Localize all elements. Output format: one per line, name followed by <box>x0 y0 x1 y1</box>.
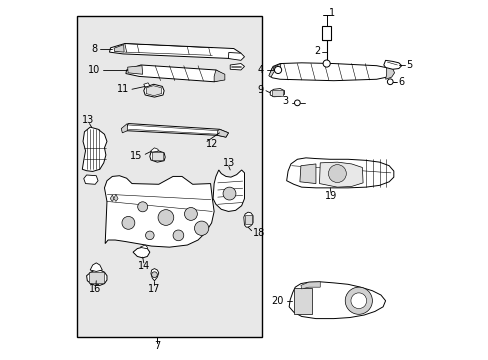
Polygon shape <box>133 247 149 258</box>
Polygon shape <box>269 63 393 81</box>
Bar <box>77 16 262 337</box>
Polygon shape <box>114 194 118 202</box>
Polygon shape <box>300 282 320 289</box>
Text: 15: 15 <box>130 151 142 161</box>
Bar <box>271 90 283 96</box>
Text: 11: 11 <box>116 84 128 94</box>
Circle shape <box>274 66 281 73</box>
Polygon shape <box>230 64 244 70</box>
Polygon shape <box>143 83 149 87</box>
Polygon shape <box>383 60 401 69</box>
Polygon shape <box>143 84 164 97</box>
Text: 2: 2 <box>313 46 320 56</box>
Text: 17: 17 <box>148 284 161 294</box>
Polygon shape <box>228 53 244 60</box>
Circle shape <box>386 79 392 85</box>
Bar <box>293 288 312 314</box>
Polygon shape <box>151 148 158 152</box>
Polygon shape <box>299 164 315 184</box>
Polygon shape <box>125 65 223 82</box>
Polygon shape <box>146 86 162 96</box>
Circle shape <box>158 210 173 225</box>
Text: 13: 13 <box>82 115 94 125</box>
Polygon shape <box>140 245 147 249</box>
Text: 14: 14 <box>137 261 150 271</box>
Polygon shape <box>286 158 393 188</box>
Bar <box>244 215 251 224</box>
Text: 10: 10 <box>88 65 100 75</box>
Text: 3: 3 <box>282 96 288 107</box>
Text: 6: 6 <box>398 77 404 87</box>
Polygon shape <box>121 123 127 133</box>
Text: 20: 20 <box>271 296 283 306</box>
Polygon shape <box>385 66 394 79</box>
Text: 18: 18 <box>253 228 265 238</box>
Circle shape <box>151 272 157 278</box>
Polygon shape <box>126 123 228 137</box>
Polygon shape <box>127 66 142 74</box>
Text: 9: 9 <box>256 85 263 95</box>
Circle shape <box>294 100 300 106</box>
Polygon shape <box>82 127 107 171</box>
Circle shape <box>328 165 346 183</box>
Polygon shape <box>90 263 102 271</box>
Polygon shape <box>104 176 214 247</box>
Polygon shape <box>86 270 107 285</box>
Circle shape <box>194 221 208 235</box>
Circle shape <box>350 293 366 309</box>
Circle shape <box>145 231 154 240</box>
Polygon shape <box>114 45 124 52</box>
Polygon shape <box>288 282 385 319</box>
Polygon shape <box>319 162 363 187</box>
Text: 16: 16 <box>89 284 101 294</box>
Circle shape <box>138 202 147 212</box>
Circle shape <box>122 216 135 229</box>
Polygon shape <box>214 70 224 82</box>
Polygon shape <box>244 212 253 227</box>
Bar <box>322 26 330 40</box>
Polygon shape <box>268 64 281 77</box>
Polygon shape <box>149 151 165 162</box>
Polygon shape <box>270 89 284 97</box>
Circle shape <box>184 207 197 220</box>
Text: 4: 4 <box>257 65 263 75</box>
Circle shape <box>345 287 372 314</box>
Text: 12: 12 <box>206 139 218 149</box>
Polygon shape <box>83 175 98 184</box>
Polygon shape <box>151 269 159 281</box>
Circle shape <box>223 187 235 200</box>
Text: 8: 8 <box>91 44 97 54</box>
Polygon shape <box>110 195 114 202</box>
Polygon shape <box>217 129 228 137</box>
Polygon shape <box>109 44 241 59</box>
Bar <box>89 272 104 283</box>
Circle shape <box>173 230 183 241</box>
Bar <box>151 152 163 160</box>
Polygon shape <box>272 68 276 70</box>
Text: 19: 19 <box>324 191 336 201</box>
Text: 7: 7 <box>154 341 160 351</box>
Text: 1: 1 <box>328 8 334 18</box>
Polygon shape <box>213 170 244 211</box>
Text: 5: 5 <box>406 60 412 70</box>
Circle shape <box>323 60 329 67</box>
Text: 13: 13 <box>222 158 234 168</box>
